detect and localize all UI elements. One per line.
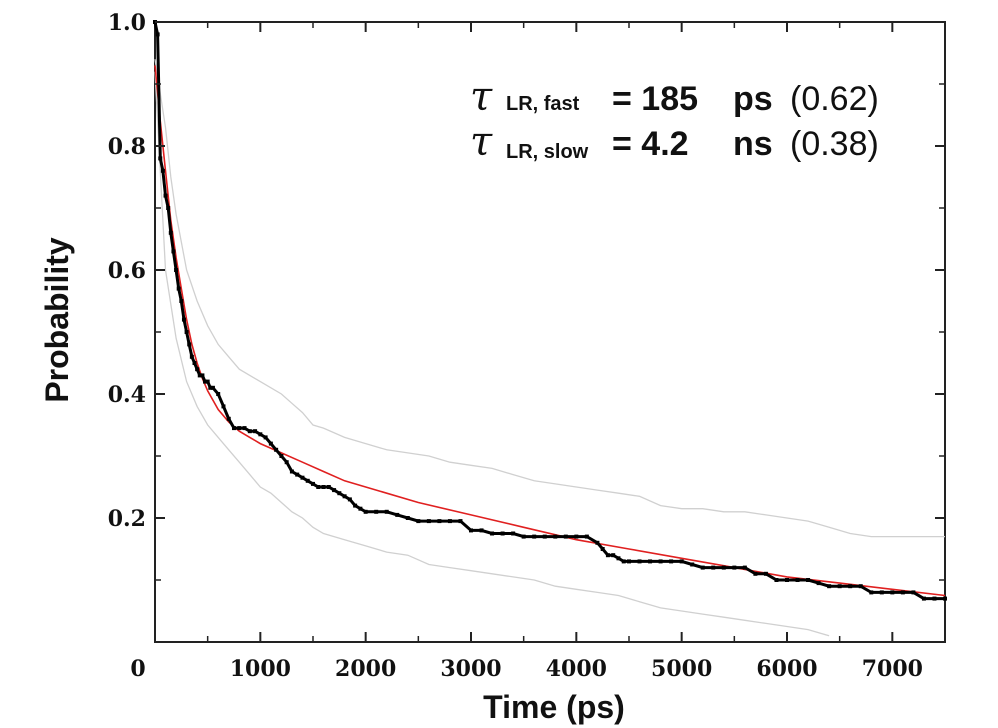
x-tick-label: 1000	[230, 656, 291, 682]
x-tick-label: 6000	[756, 656, 817, 682]
annotation-fraction: (0.38)	[790, 125, 879, 163]
tau-symbol: τ	[470, 74, 493, 120]
x-axis-title: Time (ps)	[483, 689, 625, 725]
x-tick-label: 7000	[862, 656, 923, 682]
y-tick-label: 0.6	[108, 258, 146, 284]
annotation-line-2: τ LR, slow = 4.2 ns (0.38)	[470, 119, 879, 165]
x-tick-label: 5000	[651, 656, 712, 682]
annotation-subscript: LR, fast	[506, 93, 580, 115]
x-tick-label: 4000	[546, 656, 607, 682]
x-tick-label: 0	[130, 656, 145, 682]
tau-symbol: τ	[470, 119, 493, 165]
y-tick-label: 0.4	[108, 382, 146, 408]
annotation-value: = 185	[612, 80, 698, 118]
y-tick-label: 0.2	[108, 506, 146, 532]
confidence-band-line	[154, 59, 945, 538]
annotation-unit: ns	[733, 125, 773, 163]
annotation-unit: ps	[733, 80, 773, 118]
annotation-line-1: τ LR, fast = 185 ps (0.62)	[470, 74, 879, 120]
annotation-fraction: (0.62)	[790, 80, 879, 118]
tick-layer: 0 1000 2000 3000 4000 5000 6000 7000 0.2 0.4 0.6 0.…	[108, 10, 945, 682]
data-trace	[153, 21, 945, 601]
y-tick-label: 1.0	[108, 10, 146, 36]
series-layer	[153, 20, 947, 637]
x-tick-label: 3000	[440, 656, 501, 682]
y-axis-title: Probability	[39, 237, 75, 403]
annotation-subscript: LR, slow	[506, 141, 589, 163]
plot-area-frame	[154, 21, 946, 643]
y-tick-label: 0.8	[108, 134, 146, 160]
x-tick-label: 2000	[335, 656, 396, 682]
confidence-band-line	[154, 71, 830, 637]
fit-curve	[154, 65, 946, 597]
annotation-value: = 4.2	[612, 125, 689, 163]
